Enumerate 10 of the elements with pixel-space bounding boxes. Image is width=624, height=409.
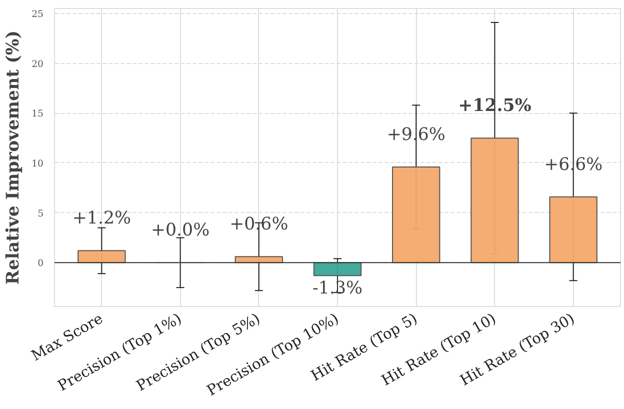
data-label: +0.0%: [151, 220, 210, 241]
data-label: +0.6%: [230, 214, 288, 235]
y-tick-label: 10: [32, 158, 44, 170]
y-tick-label: 25: [32, 8, 44, 20]
y-tick-label: 0: [38, 258, 44, 270]
y-tick-label: 15: [32, 108, 44, 120]
y-tick-label: 20: [32, 58, 44, 70]
y-tick-label: 5: [38, 208, 44, 220]
y-axis-title: Relative Improvement (%): [4, 30, 24, 285]
data-label: +1.2%: [72, 208, 131, 229]
